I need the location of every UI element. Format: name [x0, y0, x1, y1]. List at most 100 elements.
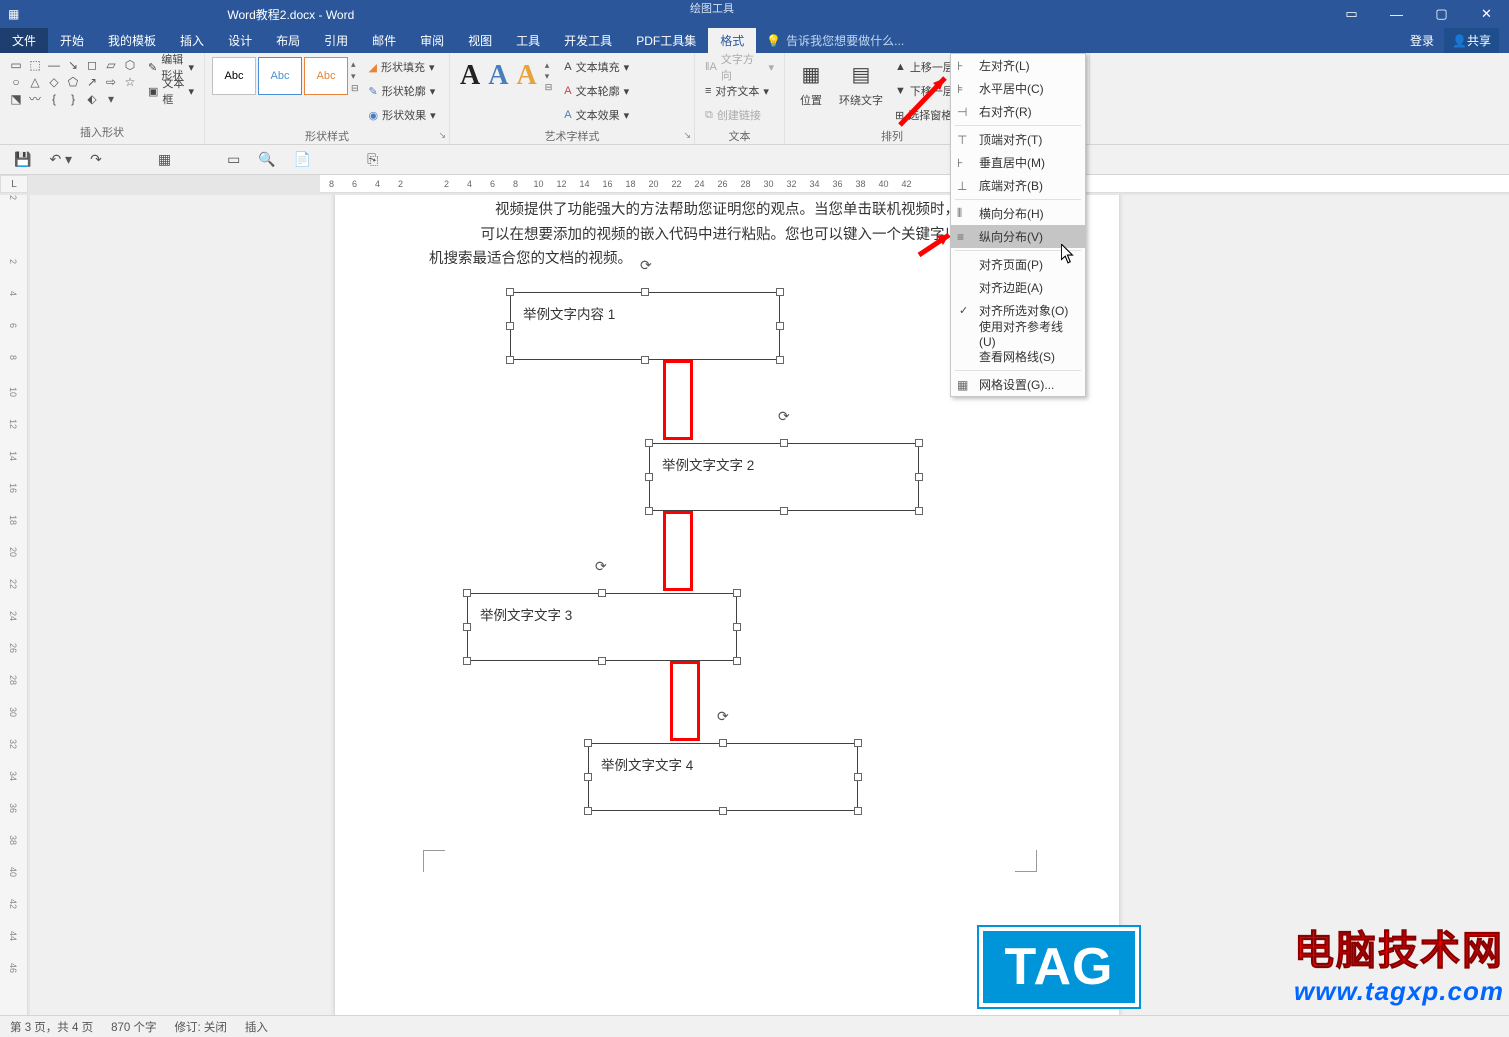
- tell-me-search[interactable]: 💡 告诉我您想要做什么...: [766, 32, 904, 49]
- wordart-launcher[interactable]: ↘: [683, 130, 691, 141]
- shape-fill-button[interactable]: ◢形状填充▾: [365, 56, 440, 78]
- menu-distribute-h[interactable]: ⫴横向分布(H): [951, 202, 1085, 225]
- handle[interactable]: [719, 807, 727, 815]
- tab-my-templates[interactable]: 我的模板: [96, 28, 168, 53]
- tab-mailings[interactable]: 邮件: [360, 28, 408, 53]
- handle[interactable]: [645, 439, 653, 447]
- text-fill-button[interactable]: A文本填充▾: [560, 56, 633, 78]
- style-preset-1[interactable]: Abc: [212, 57, 256, 95]
- style-preset-3[interactable]: Abc: [304, 57, 348, 95]
- handle[interactable]: [506, 322, 514, 330]
- menu-align-center-h[interactable]: ⊧水平居中(C): [951, 77, 1085, 100]
- handle[interactable]: [776, 288, 784, 296]
- qat-icon-3[interactable]: 🔍: [258, 151, 275, 168]
- tab-pdf-tools[interactable]: PDF工具集: [624, 28, 708, 53]
- handle[interactable]: [641, 288, 649, 296]
- menu-align-center-v[interactable]: ⊦垂直居中(M): [951, 151, 1085, 174]
- menu-align-bottom[interactable]: ⊥底端对齐(B): [951, 174, 1085, 197]
- handle[interactable]: [854, 739, 862, 747]
- wordart-preset-3[interactable]: A: [516, 60, 536, 93]
- tab-file[interactable]: 文件: [0, 28, 48, 53]
- text-effects-button[interactable]: A文本效果▾: [560, 104, 633, 126]
- handle[interactable]: [780, 507, 788, 515]
- handle[interactable]: [915, 439, 923, 447]
- menu-align-right[interactable]: ⊣右对齐(R): [951, 100, 1085, 123]
- tab-home[interactable]: 开始: [48, 28, 96, 53]
- shape-styles-launcher[interactable]: ↘: [438, 130, 446, 141]
- tab-insert[interactable]: 插入: [168, 28, 216, 53]
- tab-references[interactable]: 引用: [312, 28, 360, 53]
- vertical-ruler[interactable]: 2246810121416182022242628303234363840424…: [0, 195, 28, 1015]
- handle[interactable]: [915, 473, 923, 481]
- tab-view[interactable]: 视图: [456, 28, 504, 53]
- wordart-preset-1[interactable]: A: [460, 60, 480, 93]
- menu-align-margin[interactable]: 对齐边距(A): [951, 276, 1085, 299]
- handle[interactable]: [776, 322, 784, 330]
- menu-use-guides[interactable]: 使用对齐参考线(U): [951, 322, 1085, 345]
- status-insert-mode[interactable]: 插入: [245, 1019, 268, 1035]
- shapes-gallery[interactable]: ▭⬚—↘◻▱⬡ ○△◇⬠↗⇨☆ ⬔〰{}⬖▾: [6, 56, 140, 108]
- tab-review[interactable]: 审阅: [408, 28, 456, 53]
- tab-design[interactable]: 设计: [216, 28, 264, 53]
- qat-icon-1[interactable]: ▦: [158, 151, 171, 168]
- handle[interactable]: [733, 657, 741, 665]
- maximize-button[interactable]: ▢: [1419, 0, 1464, 28]
- qat-icon-4[interactable]: 📄: [294, 151, 311, 168]
- handle[interactable]: [733, 589, 741, 597]
- handle[interactable]: [854, 807, 862, 815]
- qat-icon-2[interactable]: ▭: [227, 151, 240, 168]
- status-page[interactable]: 第 3 页，共 4 页: [10, 1019, 93, 1035]
- tab-layout[interactable]: 布局: [264, 28, 312, 53]
- handle[interactable]: [719, 739, 727, 747]
- text-box-shape-3[interactable]: 举例文字文字 3: [467, 593, 737, 661]
- save-icon[interactable]: 💾: [14, 151, 31, 168]
- handle[interactable]: [584, 773, 592, 781]
- handle[interactable]: [584, 807, 592, 815]
- menu-align-top[interactable]: ⊤顶端对齐(T): [951, 128, 1085, 151]
- handle[interactable]: [463, 657, 471, 665]
- rotation-handle-1[interactable]: ⟳: [640, 257, 658, 275]
- handle[interactable]: [506, 288, 514, 296]
- menu-align-left[interactable]: ⊦左对齐(L): [951, 54, 1085, 77]
- menu-grid-settings[interactable]: ▦网格设置(G)...: [951, 373, 1085, 396]
- status-track-changes[interactable]: 修订: 关闭: [174, 1019, 226, 1035]
- rotation-handle-4[interactable]: ⟳: [717, 708, 735, 726]
- handle[interactable]: [915, 507, 923, 515]
- rotation-handle-2[interactable]: ⟳: [778, 408, 796, 426]
- style-preset-2[interactable]: Abc: [258, 57, 302, 95]
- handle[interactable]: [780, 439, 788, 447]
- login-button[interactable]: 登录: [1402, 28, 1442, 53]
- shape-outline-button[interactable]: ✎形状轮廓▾: [365, 80, 440, 102]
- handle[interactable]: [463, 589, 471, 597]
- qat-icon-5[interactable]: ⎘: [367, 151, 378, 168]
- wrap-text-button[interactable]: ▤ 环绕文字: [835, 56, 887, 110]
- wordart-preset-2[interactable]: A: [488, 60, 508, 93]
- undo-button[interactable]: ↶ ▾: [49, 151, 72, 168]
- rotation-handle-3[interactable]: ⟳: [595, 558, 613, 576]
- handle[interactable]: [854, 773, 862, 781]
- handle[interactable]: [776, 356, 784, 364]
- handle[interactable]: [598, 657, 606, 665]
- minimize-button[interactable]: ―: [1374, 0, 1419, 28]
- shape-effects-button[interactable]: ◉形状效果▾: [365, 104, 440, 126]
- tab-developer[interactable]: 开发工具: [552, 28, 624, 53]
- text-outline-button[interactable]: A文本轮廓▾: [560, 80, 633, 102]
- horizontal-ruler[interactable]: 8642246810121416182022242628303234363840…: [320, 175, 1509, 193]
- handle[interactable]: [645, 473, 653, 481]
- text-box-shape-1[interactable]: 举例文字内容 1: [510, 292, 780, 360]
- redo-button[interactable]: ↷: [90, 151, 102, 168]
- tab-tools[interactable]: 工具: [504, 28, 552, 53]
- ribbon-display-options-icon[interactable]: ▭: [1329, 0, 1374, 28]
- text-box-shape-2[interactable]: 举例文字文字 2: [649, 443, 919, 511]
- handle[interactable]: [463, 623, 471, 631]
- status-word-count[interactable]: 870 个字: [111, 1019, 156, 1035]
- text-box-shape-4[interactable]: 举例文字文字 4: [588, 743, 858, 811]
- position-button[interactable]: ▦ 位置: [791, 56, 831, 110]
- text-box-button[interactable]: ▣文本框▾: [144, 80, 198, 102]
- menu-view-gridlines[interactable]: 查看网格线(S): [951, 345, 1085, 368]
- close-button[interactable]: ✕: [1464, 0, 1509, 28]
- align-text-button[interactable]: ≡对齐文本▾: [701, 80, 778, 102]
- handle[interactable]: [641, 356, 649, 364]
- handle[interactable]: [645, 507, 653, 515]
- handle[interactable]: [598, 589, 606, 597]
